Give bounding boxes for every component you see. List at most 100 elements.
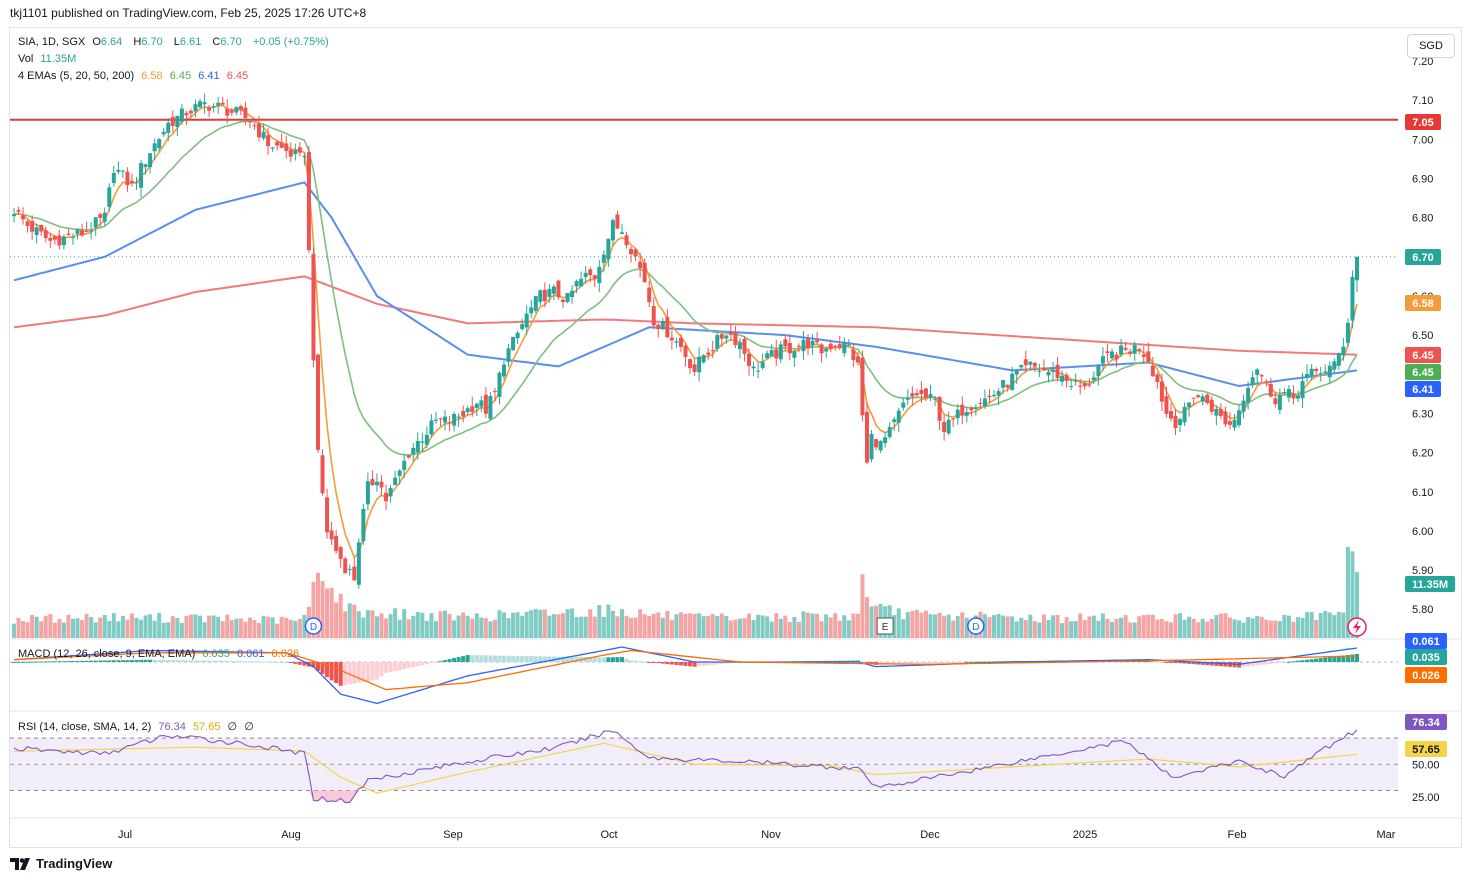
candle	[243, 102, 248, 125]
macd-hist-bar	[511, 655, 516, 662]
candle-body	[1159, 381, 1164, 402]
macd-hist-bar	[914, 662, 919, 663]
currency-button[interactable]: SGD	[1407, 34, 1455, 58]
candle-body	[733, 332, 738, 346]
macd-hist-bar	[674, 662, 679, 665]
candle-body	[148, 153, 153, 168]
candle	[905, 389, 910, 406]
candle	[352, 557, 357, 582]
candle-body	[1241, 400, 1246, 412]
volume-bar	[297, 618, 302, 638]
candle	[824, 348, 829, 358]
candle-body	[864, 411, 869, 463]
volume-bar	[1146, 614, 1151, 638]
candle	[148, 152, 153, 174]
candle	[633, 248, 638, 262]
candle-body	[52, 236, 57, 240]
macd-hist-bar	[533, 656, 538, 662]
candle-body	[992, 395, 997, 397]
volume-bar	[629, 617, 634, 638]
volume-bar	[642, 614, 647, 638]
candle	[1164, 386, 1169, 418]
time-tick-label: Mar	[1377, 829, 1396, 841]
volume-bar	[715, 615, 720, 638]
volume-bar	[334, 602, 339, 638]
candle	[1218, 403, 1223, 420]
candle	[1001, 379, 1006, 395]
legend-ema50: 6.41	[198, 70, 220, 82]
volume-bar	[1155, 619, 1160, 638]
macd-hist-bar	[1255, 662, 1260, 666]
rsi-tag: 57.65	[1405, 741, 1447, 757]
candle	[234, 106, 239, 116]
candle	[229, 107, 234, 117]
volume-bar	[529, 610, 534, 638]
price-tick-label: 5.80	[1412, 604, 1433, 616]
macd-hist-bar	[619, 657, 624, 662]
candle-body	[697, 356, 702, 373]
macd-hist-bar	[406, 662, 411, 669]
candle-body	[1055, 364, 1060, 379]
candle-body	[311, 254, 316, 361]
price-tick-label: 7.00	[1412, 134, 1433, 146]
candle-body	[982, 398, 987, 407]
volume-bar	[1318, 613, 1323, 638]
volume-bar	[461, 612, 466, 638]
candle	[1345, 318, 1350, 347]
volume-bar	[1182, 619, 1187, 638]
macd-signal-line	[13, 649, 1358, 691]
legend-ohlc: SIA, 1D, SGX O6.64 H6.70 L6.61 C6.70 +0.…	[18, 36, 333, 48]
volume-bar	[148, 614, 153, 638]
candle-body	[125, 171, 130, 186]
candle	[1109, 348, 1114, 360]
candle	[306, 145, 311, 253]
candle	[1155, 372, 1160, 389]
candle-body	[1069, 385, 1074, 387]
macd-hist-bar	[1277, 662, 1282, 663]
candle-body	[860, 357, 865, 416]
volume-bar	[583, 616, 588, 638]
candle-body	[347, 568, 352, 570]
candle-body	[247, 121, 252, 123]
candle	[642, 258, 647, 283]
candle-body	[1182, 406, 1187, 423]
volume-bar	[1114, 619, 1119, 638]
candle-body	[601, 254, 606, 263]
candle	[697, 347, 702, 382]
macd-hist-bar	[570, 656, 575, 662]
macd-hist-bar	[452, 658, 457, 662]
macd-hist-bar	[901, 662, 906, 664]
price-tick-label: 5.90	[1412, 565, 1433, 577]
price-tags: 7.05 6.70 6.58 6.45 6.45 6.41	[1405, 114, 1441, 397]
candle-body	[1046, 371, 1051, 376]
candle-body	[1032, 362, 1037, 367]
volume-bar	[1005, 616, 1010, 638]
candle	[1305, 364, 1310, 383]
macd-hist-bar	[411, 662, 416, 668]
macd-hist-bar	[678, 662, 683, 666]
candle-body	[356, 542, 361, 585]
macd-hist-bar	[284, 662, 289, 663]
tradingview-brand[interactable]: TradingView	[10, 856, 112, 871]
volume-bar	[1055, 614, 1060, 638]
volume-bar	[1123, 614, 1128, 638]
price-tag-bg	[1405, 381, 1441, 397]
candle-body	[488, 396, 493, 419]
candle-body	[565, 293, 570, 303]
candle	[815, 331, 820, 345]
candle	[933, 395, 938, 407]
macd-hist-bar	[93, 660, 98, 662]
volume-bar	[1132, 622, 1137, 638]
candle-body	[869, 433, 874, 460]
candle-body	[819, 344, 824, 354]
candle-body	[774, 349, 779, 359]
volume-bar	[502, 612, 507, 638]
candle	[883, 431, 888, 448]
candle-body	[1259, 375, 1264, 377]
publish-info: tkj1101 published on TradingView.com, Fe…	[10, 6, 367, 20]
macd-hist-bar	[624, 658, 629, 662]
candle-body	[520, 324, 525, 330]
macd-hist-bar	[152, 659, 157, 662]
macd-hist-bar	[52, 661, 57, 663]
